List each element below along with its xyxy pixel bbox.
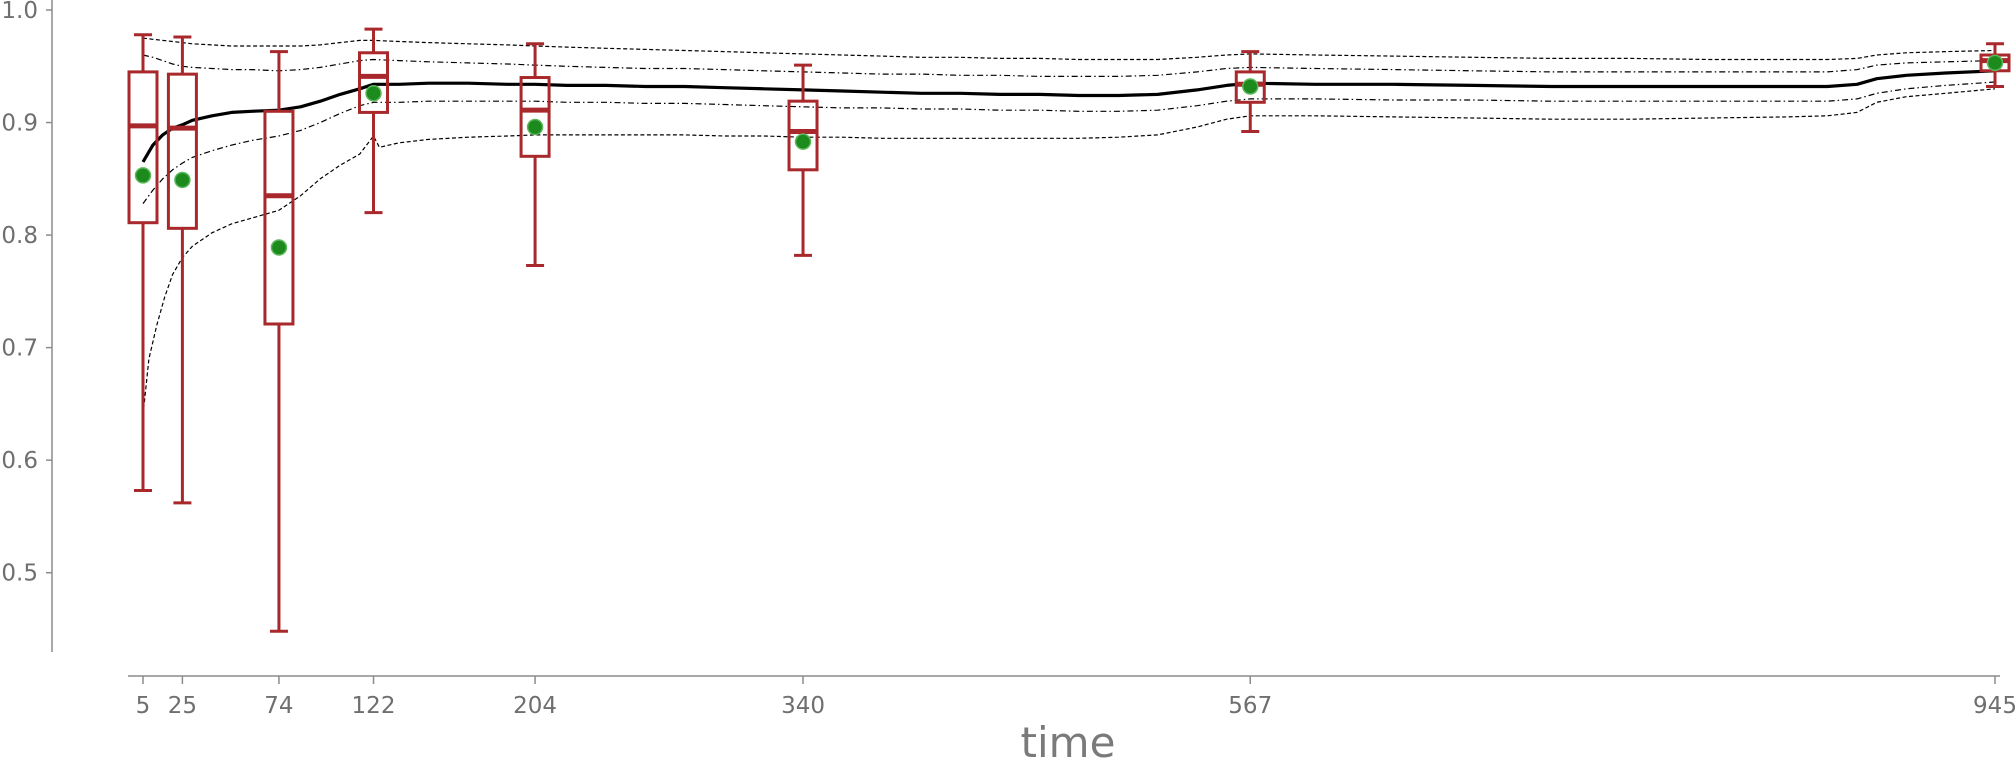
y-tick-label: 0.7	[1, 336, 38, 362]
box-plot	[358, 27, 390, 215]
mean-marker	[270, 239, 288, 256]
x-tick-label: 25	[168, 693, 197, 719]
y-axis: 0.5 0.6 0.7 0.8 0.9 1.0	[1, 0, 53, 652]
mean-line	[141, 69, 1996, 163]
x-tick-label: 5	[136, 693, 151, 719]
x-tick-label: 74	[264, 693, 293, 719]
x-tick-label: 945	[1973, 693, 2016, 719]
mean-marker	[174, 171, 191, 189]
mean-marker	[1242, 78, 1259, 95]
band-line	[142, 37, 1996, 61]
y-tick-label: 1.0	[1, 0, 38, 24]
box-plot	[166, 35, 198, 505]
box	[166, 72, 198, 230]
box-plots	[127, 27, 2011, 633]
band-line	[142, 54, 1996, 78]
x-tick-label: 340	[781, 693, 825, 719]
y-tick-label: 0.5	[1, 561, 38, 587]
x-tick-label: 122	[352, 693, 396, 719]
band-line	[142, 81, 1996, 204]
box-plot	[1979, 42, 2011, 89]
y-tick-label: 0.8	[1, 223, 38, 249]
mean-marker	[526, 118, 544, 136]
box	[519, 76, 551, 158]
y-tick-label: 0.6	[1, 448, 38, 474]
y-tick-label: 0.9	[1, 111, 38, 137]
box	[787, 99, 819, 172]
mean-marker	[1986, 54, 2004, 72]
box	[127, 70, 159, 225]
box-plot	[127, 33, 159, 493]
band-line	[142, 88, 1996, 416]
band-lines	[141, 37, 1996, 416]
box-plot	[263, 50, 295, 633]
mean-marker	[134, 167, 152, 184]
x-tick-label: 204	[513, 693, 557, 719]
box-plot	[787, 63, 819, 257]
x-tick-label: 567	[1228, 693, 1272, 719]
x-axis: 5 25 74 122 204 340 567 945	[128, 675, 2016, 719]
box	[358, 51, 390, 114]
mean-marker	[794, 133, 812, 150]
box-plot	[519, 42, 551, 267]
box-plot	[1234, 50, 1266, 134]
box	[1234, 70, 1266, 104]
box	[263, 109, 295, 326]
x-axis-title: time	[1021, 718, 1116, 760]
mean-marker	[365, 85, 382, 102]
